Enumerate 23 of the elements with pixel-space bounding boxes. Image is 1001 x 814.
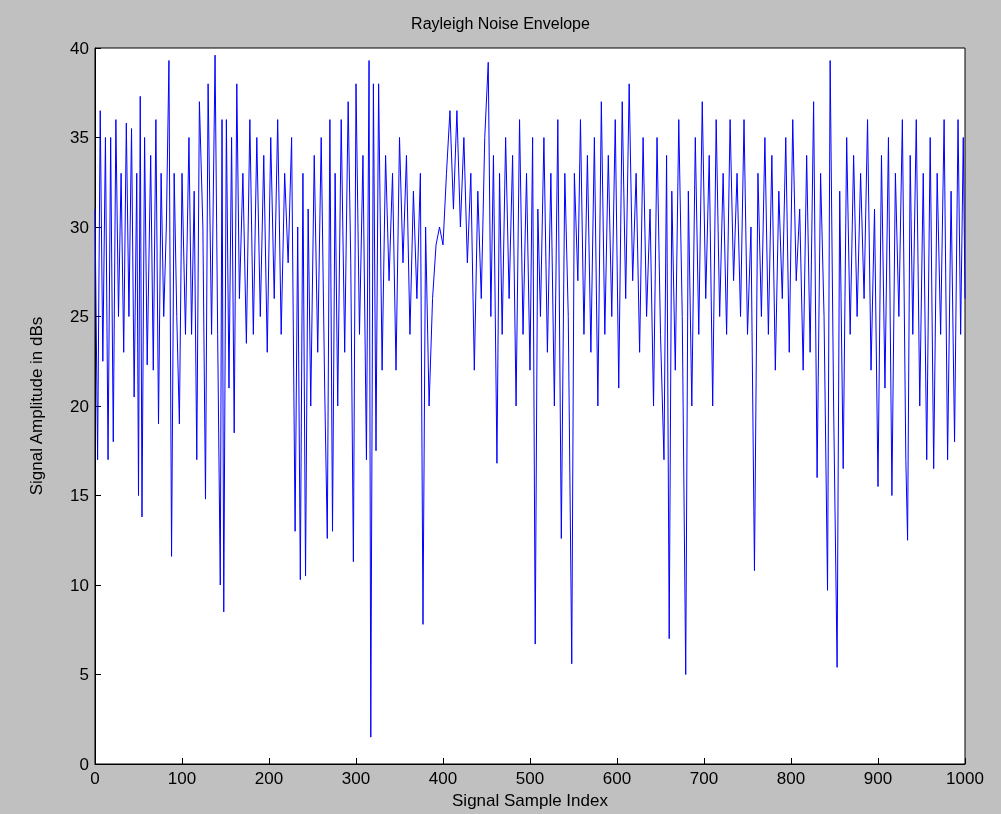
y-tick-label: 20 xyxy=(70,396,89,416)
x-tick-label: 100 xyxy=(167,769,197,788)
y-tick-label: 15 xyxy=(70,486,89,505)
y-tick-label: 10 xyxy=(70,575,89,595)
x-tick-label: 200 xyxy=(254,769,284,788)
y-axis-title: Signal Amplitude in dBs xyxy=(27,316,46,496)
chart-title: Rayleigh Noise Envelope xyxy=(411,14,590,32)
x-tick-label: 1000 xyxy=(946,769,984,788)
x-tick-label: 300 xyxy=(341,769,371,788)
x-tick-label: 900 xyxy=(863,769,893,788)
line-series xyxy=(94,54,966,738)
y-tick-label: 0 xyxy=(79,754,89,774)
y-tick-label: 30 xyxy=(70,217,89,237)
y-tick-label: 40 xyxy=(70,38,89,58)
x-tick-label: 700 xyxy=(689,769,719,788)
y-tick-label: 25 xyxy=(70,307,89,326)
x-tick-label: 500 xyxy=(515,769,545,788)
x-tick-label: 400 xyxy=(428,769,458,788)
y-tick-label: 5 xyxy=(79,665,89,684)
y-tick-label: 35 xyxy=(70,128,89,147)
x-axis-title: Signal Sample Index xyxy=(452,791,609,810)
x-tick-label: 600 xyxy=(602,769,632,788)
x-tick-label: 800 xyxy=(776,769,806,788)
